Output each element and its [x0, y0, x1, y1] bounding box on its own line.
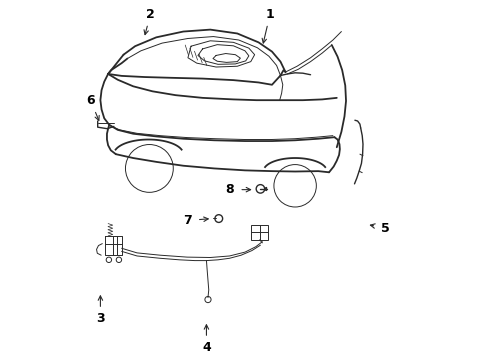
Text: 8: 8	[225, 183, 234, 196]
Text: 2: 2	[146, 8, 155, 21]
Text: 4: 4	[202, 341, 211, 354]
Text: 1: 1	[266, 8, 274, 21]
Text: 6: 6	[86, 94, 95, 107]
Text: 5: 5	[381, 222, 390, 235]
Bar	[251, 225, 268, 240]
Text: 7: 7	[183, 214, 192, 227]
Text: 3: 3	[96, 312, 105, 325]
